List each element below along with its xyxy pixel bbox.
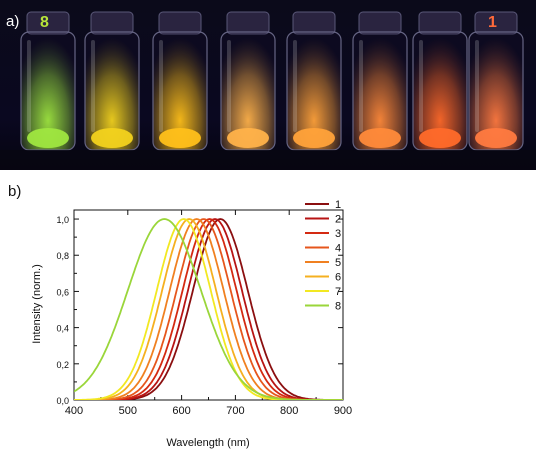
vial-2 bbox=[412, 11, 468, 151]
legend-label-6: 6 bbox=[335, 272, 341, 284]
y-tick-label: 0,6 bbox=[56, 287, 69, 297]
spectra-chart-panel: b) 400 500 600 700 800 900 0,0 0,2 0,4 0,6 0,8 1,0 … bbox=[0, 170, 536, 460]
x-tick-label: 900 bbox=[334, 405, 352, 417]
vial-photo-panel: a) 8 1 bbox=[0, 0, 536, 170]
legend-label-1: 1 bbox=[335, 199, 341, 211]
vial-3 bbox=[352, 11, 408, 151]
y-axis-label: Intensity (norm.) bbox=[31, 264, 43, 343]
legend-label-4: 4 bbox=[335, 243, 341, 255]
vial-8-label: 8 bbox=[40, 14, 49, 31]
chart-series bbox=[74, 218, 343, 400]
plot-frame bbox=[73, 209, 344, 401]
x-tick-label: 600 bbox=[172, 405, 190, 417]
emission-spectra-chart: b) 400 500 600 700 800 9000,00,20,40,60,81,0 … bbox=[8, 183, 352, 449]
series-line-6 bbox=[74, 218, 343, 400]
vial-7 bbox=[84, 11, 140, 151]
x-tick-label: 800 bbox=[280, 405, 298, 417]
series-line-7 bbox=[74, 218, 343, 400]
vial-6 bbox=[152, 11, 208, 151]
x-axis-label: Wavelength (nm) bbox=[166, 437, 249, 449]
x-tick-label: 400 bbox=[65, 405, 83, 417]
vial-photo: a) 8 1 bbox=[0, 0, 536, 170]
y-tick-label: 0,0 bbox=[56, 396, 69, 406]
vial-4 bbox=[286, 11, 342, 151]
series-line-4 bbox=[74, 218, 343, 400]
y-tick-label: 0,4 bbox=[56, 324, 69, 334]
legend-label-7: 7 bbox=[335, 286, 341, 298]
series-line-3 bbox=[74, 218, 343, 400]
chart-legend: 1 2 3 4 5 6 7 8 bbox=[305, 199, 341, 313]
x-tick-label: 700 bbox=[226, 405, 244, 417]
legend-label-2: 2 bbox=[335, 214, 341, 226]
series-line-8 bbox=[74, 218, 343, 400]
series-line-2 bbox=[74, 218, 343, 400]
y-tick-label: 1,0 bbox=[56, 215, 69, 225]
vial-8 bbox=[20, 11, 76, 151]
vial-1-label: 1 bbox=[488, 14, 497, 31]
panel-a-letter: a) bbox=[6, 13, 19, 30]
series-line-1 bbox=[74, 218, 343, 400]
vial-5 bbox=[220, 11, 276, 151]
series-line-5 bbox=[74, 218, 343, 400]
y-tick-label: 0,2 bbox=[56, 360, 69, 370]
panel-b-letter: b) bbox=[8, 183, 21, 200]
legend-label-5: 5 bbox=[335, 257, 341, 269]
chart-axes: 400 500 600 700 800 900 0,0 0,2 0,4 0,6 0,8 1,0 bbox=[56, 209, 352, 417]
vial-1 bbox=[468, 11, 524, 151]
legend-label-8: 8 bbox=[335, 301, 341, 313]
x-tick-label: 500 bbox=[119, 405, 137, 417]
legend-label-3: 3 bbox=[335, 228, 341, 240]
y-tick-label: 0,8 bbox=[56, 251, 69, 261]
